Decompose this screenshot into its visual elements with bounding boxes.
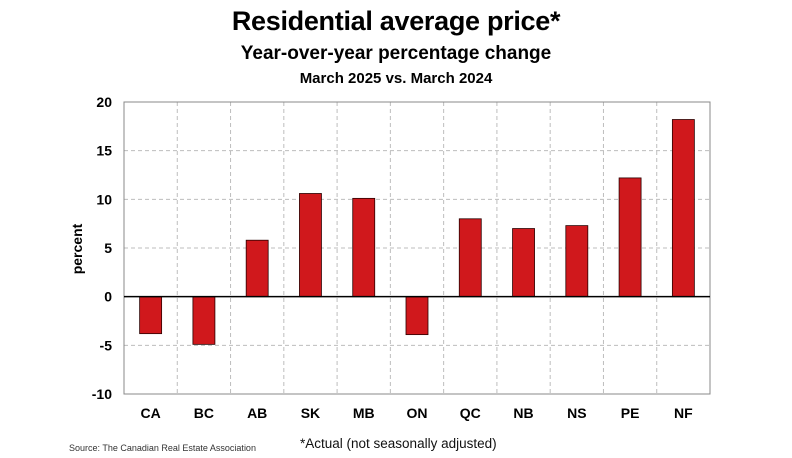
plot-frame [123,101,711,395]
bar-pe [618,177,642,298]
x-tick-label: SK [301,405,320,421]
x-tick-label: NB [513,405,533,421]
source-note: Source: The Canadian Real Estate Associa… [69,443,256,453]
x-tick-labels: CA BC AB SK MB ON QC NB NS PE NF [141,405,694,421]
x-tick-label: BC [194,405,214,421]
y-tick-labels: 20 15 10 5 0 -5 -10 [92,94,112,402]
bar-bc [192,296,216,345]
bar-ca [139,296,163,335]
x-tick-label: PE [621,405,640,421]
bar-nb [512,228,535,298]
footnote: *Actual (not seasonally adjusted) [300,436,497,451]
x-tick-label: NF [674,405,693,421]
bar-qc [458,218,482,298]
bars [139,119,695,345]
bar-sk [299,193,322,298]
bar-ab [245,239,269,298]
y-tick-label: 10 [96,191,112,207]
y-tick-label: 0 [104,289,112,305]
y-tick-label: 5 [104,240,112,256]
chart-period: March 2025 vs. March 2024 [299,70,493,87]
x-tick-label: MB [353,405,375,421]
x-tick-label: NS [567,405,586,421]
bar-nf [671,119,695,298]
y-tick-label: 20 [96,94,112,110]
bar-mb [352,197,376,298]
x-tick-label: AB [247,405,267,421]
chart-subtitle: Year-over-year percentage change [240,43,552,64]
x-tick-label: QC [460,405,481,421]
x-tick-label: ON [407,405,428,421]
bar-on [405,296,429,336]
chart-title: Residential average price* [231,6,561,36]
y-axis-label: percent [69,223,85,274]
y-tick-label: 15 [96,143,112,159]
axes [123,101,711,395]
y-tick-label: -5 [100,337,113,353]
bar-ns [565,225,589,298]
y-tick-label: -10 [92,386,112,402]
x-tick-label: CA [141,405,161,421]
